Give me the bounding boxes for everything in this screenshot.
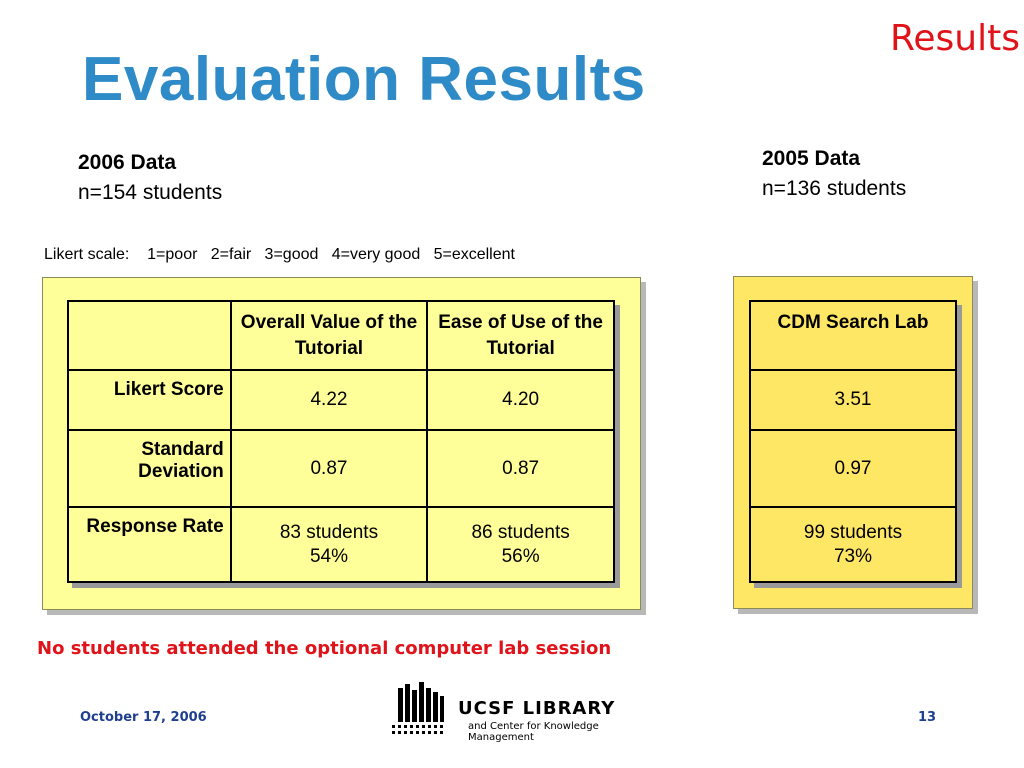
group-2006-title: 2006 Data xyxy=(78,151,177,174)
table-cell: 83 students 54% xyxy=(229,506,429,583)
group-2005-count: n=136 students xyxy=(762,177,907,200)
results-table-2006: Overall Value of the Tutorial Ease of Us… xyxy=(67,300,615,583)
table-row: Likert Score 4.22 4.20 xyxy=(67,369,615,431)
slide-title: Evaluation Results xyxy=(82,45,646,114)
footer-page-number: 13 xyxy=(918,710,937,725)
row-label-response-rate: Response Rate xyxy=(67,506,232,583)
logo-name: UCSF LIBRARY xyxy=(458,698,616,719)
table-row: 3.51 xyxy=(749,369,957,431)
table-cell: 0.87 xyxy=(426,429,615,508)
likert-scale-legend: Likert scale: 1=poor 2=fair 3=good 4=ver… xyxy=(44,246,515,263)
table-row: Response Rate 83 students 54% 86 student… xyxy=(67,506,615,583)
group-2005-heading: 2005 Data n=136 students xyxy=(762,144,906,204)
column-header-ease-of-use: Ease of Use of the Tutorial xyxy=(426,300,615,371)
table-cell: 3.51 xyxy=(749,369,957,431)
group-2006-count: n=154 students xyxy=(78,181,223,204)
logo-subtitle: and Center for Knowledge Management xyxy=(468,721,599,743)
column-header-cdm-search-lab: CDM Search Lab xyxy=(749,300,957,371)
cell-students: 99 students xyxy=(803,521,903,543)
corner-section-tag: Results xyxy=(890,18,1020,59)
table-row: Standard Deviation 0.87 0.87 xyxy=(67,429,615,508)
footer-date: October 17, 2006 xyxy=(80,710,207,725)
table-row: 0.97 xyxy=(749,429,957,508)
table-cell: 4.20 xyxy=(426,369,615,431)
library-books-icon xyxy=(392,682,444,734)
table-row: 99 students 73% xyxy=(749,506,957,583)
cell-percent: 73% xyxy=(833,545,873,567)
table-cell: 0.87 xyxy=(229,429,429,508)
table-cell: 86 students 56% xyxy=(426,506,615,583)
cell-students: 83 students xyxy=(279,521,379,543)
results-table-2005: CDM Search Lab 3.51 0.97 99 students 73% xyxy=(749,300,957,583)
lab-session-note: No students attended the optional comput… xyxy=(37,638,612,659)
cell-percent: 54% xyxy=(309,545,348,567)
group-2006-heading: 2006 Data n=154 students xyxy=(78,148,222,208)
row-label-likert-score: Likert Score xyxy=(67,369,232,431)
table-header-row: CDM Search Lab xyxy=(749,300,957,371)
group-2005-title: 2005 Data xyxy=(762,147,861,170)
table-cell: 4.22 xyxy=(229,369,429,431)
table-cell: 99 students 73% xyxy=(749,506,957,583)
row-label-standard-deviation: Standard Deviation xyxy=(67,429,232,508)
table-cell: 0.97 xyxy=(749,429,957,508)
cell-students: 86 students xyxy=(471,521,570,543)
ucsf-library-logo: UCSF LIBRARY and Center for Knowledge Ma… xyxy=(390,680,640,743)
table-corner-cell xyxy=(67,300,232,371)
table-header-row: Overall Value of the Tutorial Ease of Us… xyxy=(67,300,615,371)
cell-percent: 56% xyxy=(501,545,540,567)
column-header-overall-value: Overall Value of the Tutorial xyxy=(229,300,429,371)
